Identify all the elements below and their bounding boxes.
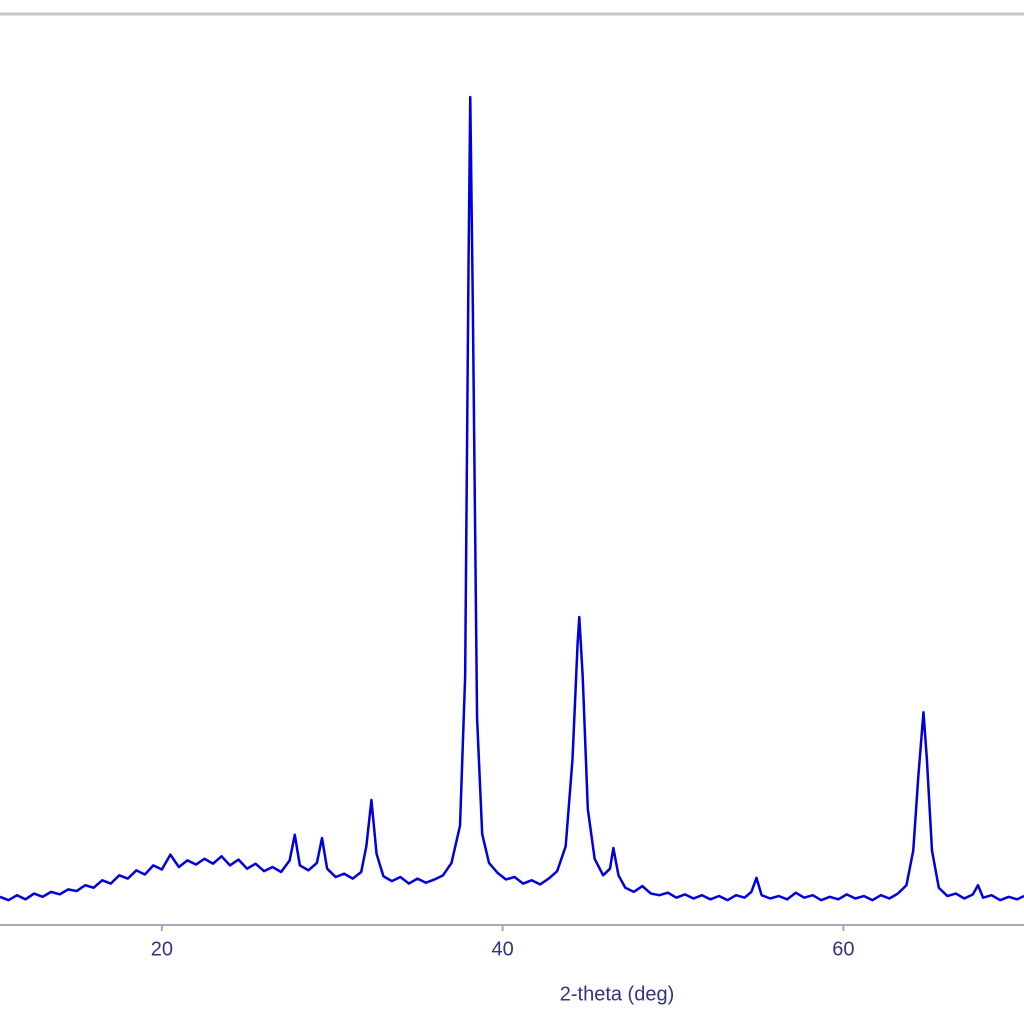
x-axis-label: 2-theta (deg) [560, 983, 675, 1005]
x-tick-label: 40 [492, 938, 514, 960]
x-tick-label: 60 [832, 938, 854, 960]
x-tick-label: 20 [151, 938, 173, 960]
data-line [0, 95, 1024, 902]
